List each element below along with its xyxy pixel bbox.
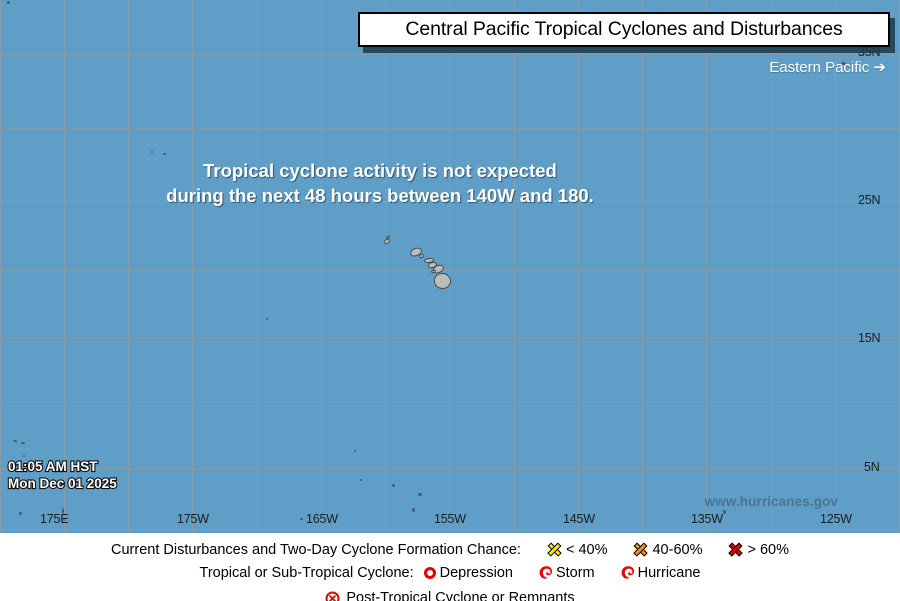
grid-line-horizontal (0, 201, 900, 202)
watermark: www.hurricanes.gov (704, 494, 838, 509)
atoll-speck (266, 318, 268, 320)
island-niihau (418, 253, 425, 259)
outlook-message: Tropical cyclone activity is not expecte… (0, 158, 760, 208)
legend-chance-low-label: < 40% (565, 542, 608, 558)
lat-label-15n: 15N (858, 331, 881, 345)
grid-line-vertical (449, 0, 450, 533)
grid-line-vertical (257, 0, 258, 533)
legend-row-formation-chance: Current Disturbances and Two-Day Cyclone… (0, 539, 900, 561)
grid-line-vertical (578, 0, 579, 533)
cyclone-spiral-hurricane-icon (621, 565, 636, 582)
post-tropical-x-circle-icon (325, 591, 340, 601)
depression-circle-icon (423, 567, 436, 579)
grid-line-vertical (706, 0, 707, 533)
outlook-message-line-1: Tropical cyclone activity is not expecte… (203, 160, 557, 181)
legend-cyclone-type-label: Tropical or Sub-Tropical Cyclone: (199, 565, 414, 581)
x-mark-high-icon (728, 542, 744, 558)
grid-line-horizontal (0, 270, 900, 271)
legend-row-cyclone-types: Tropical or Sub-Tropical Cyclone: Depres… (0, 562, 900, 584)
lon-label-135w: 135W (691, 512, 723, 526)
timestamp: 01:05 AM HST Mon Dec 01 2025 (7, 458, 118, 492)
grid-line-horizontal (0, 54, 900, 55)
grid-line-vertical (0, 0, 1, 533)
atoll-speck (723, 510, 726, 514)
legend-row-post-tropical: Post-Tropical Cyclone or Remnants (0, 587, 900, 601)
lon-label-175w: 175W (177, 512, 209, 526)
grid-line-vertical (514, 0, 515, 533)
grid-line-vertical (642, 0, 643, 533)
grid-line-horizontal (0, 468, 900, 469)
timestamp-date: Mon Dec 01 2025 (7, 475, 118, 492)
atoll-speck (300, 518, 303, 520)
atoll-speck (62, 508, 64, 514)
map-canvas[interactable]: 175E 175W 165W 155W 145W 135W 125W 35N 2… (0, 0, 900, 533)
legend-formation-chance-label: Current Disturbances and Two-Day Cyclone… (111, 542, 521, 558)
island-necker (385, 235, 391, 240)
atoll-speck (13, 440, 17, 442)
eastern-pacific-link[interactable]: Eastern Pacific ➔ (769, 59, 886, 76)
legend-chance-high-label: > 60% (747, 542, 789, 558)
atoll-speck (360, 479, 362, 481)
lat-label-5n: 5N (864, 460, 880, 474)
lat-label-25n: 25N (858, 193, 881, 207)
grid-line-vertical (321, 0, 322, 533)
grid-line-horizontal (0, 338, 900, 339)
legend-post-tropical-label: Post-Tropical Cyclone or Remnants (346, 590, 575, 601)
grid-line-horizontal (0, 128, 900, 129)
atoll-speck (163, 153, 166, 155)
timestamp-time: 01:05 AM HST (7, 458, 99, 475)
grid-line-vertical (128, 0, 129, 533)
page-title: Central Pacific Tropical Cyclones and Di… (358, 12, 890, 47)
atoll-speck (19, 512, 22, 515)
atoll-speck (354, 450, 356, 452)
atoll-speck (412, 508, 415, 512)
legend-depression-label: Depression (439, 565, 513, 581)
x-mark-medium-icon (633, 542, 649, 558)
atoll-speck (151, 151, 153, 153)
grid-line-vertical (771, 0, 772, 533)
atoll-speck (841, 62, 846, 65)
cyclone-spiral-storm-icon (539, 565, 554, 582)
grid-line-horizontal (0, 405, 900, 406)
legend-hurricane-label: Hurricane (637, 565, 701, 581)
lon-label-145w: 145W (563, 512, 595, 526)
atoll-speck (63, 519, 65, 521)
grid-line-vertical (385, 0, 386, 533)
lon-label-165w: 165W (306, 512, 338, 526)
atoll-speck (392, 484, 395, 487)
grid-line-vertical (64, 0, 65, 533)
legend-chance-medium-label: 40-60% (652, 542, 703, 558)
lon-label-125w: 125W (820, 512, 852, 526)
atoll-speck (21, 442, 25, 444)
legend-storm-label: Storm (555, 565, 595, 581)
outlook-message-line-2: during the next 48 hours between 140W an… (166, 185, 594, 206)
lon-label-155w: 155W (434, 512, 466, 526)
page-title-text: Central Pacific Tropical Cyclones and Di… (405, 18, 843, 40)
grid-line-vertical (192, 0, 193, 533)
x-mark-low-icon (547, 542, 562, 558)
grid-line-horizontal (0, 529, 900, 530)
legend: Current Disturbances and Two-Day Cyclone… (0, 533, 900, 601)
atoll-speck (7, 1, 10, 4)
grid-line-vertical (835, 0, 836, 533)
atoll-speck (418, 493, 422, 496)
lat-label-35n: 35N (858, 45, 881, 59)
lon-label-175e: 175E (40, 512, 69, 526)
atoll-speck (23, 455, 25, 457)
